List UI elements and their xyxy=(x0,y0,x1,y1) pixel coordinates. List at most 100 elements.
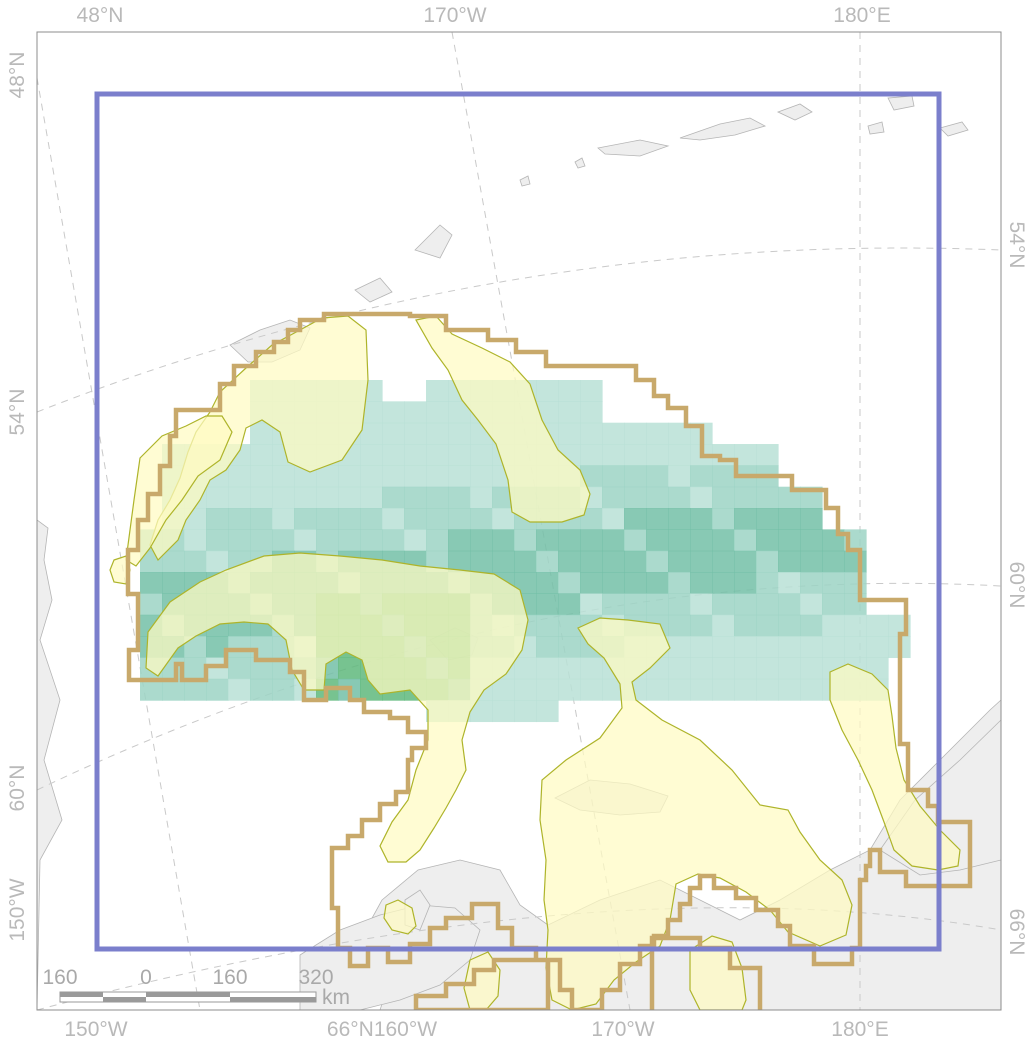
density-cell xyxy=(800,678,823,701)
density-cell xyxy=(580,508,603,530)
density-cell xyxy=(228,529,251,552)
density-cell xyxy=(316,465,339,488)
scale-tick-160-left: 160 xyxy=(42,966,77,989)
density-cell xyxy=(470,486,493,509)
left-label-48n: 48°N xyxy=(6,52,29,99)
density-cell xyxy=(646,508,669,530)
density-cell xyxy=(206,657,229,680)
density-cell xyxy=(382,401,405,424)
density-cell xyxy=(338,529,361,552)
density-cell xyxy=(536,678,559,701)
density-cell xyxy=(426,401,449,424)
alaska-mainland xyxy=(37,519,1001,1010)
map-frame xyxy=(36,31,1002,1011)
density-cell xyxy=(822,572,845,594)
scale-unit: km xyxy=(322,986,350,1009)
density-cell xyxy=(712,572,735,594)
density-cell xyxy=(602,444,625,466)
habitat-west-chukotka xyxy=(829,663,961,871)
density-cell xyxy=(360,508,383,530)
density-cell xyxy=(580,444,603,466)
density-cell xyxy=(712,465,735,488)
density-cell xyxy=(536,700,559,723)
density-cell xyxy=(558,593,581,616)
density-cell xyxy=(756,486,779,509)
density-cell xyxy=(624,593,647,616)
density-cell xyxy=(580,465,603,488)
density-cell xyxy=(800,593,823,616)
density-cell xyxy=(228,465,251,488)
density-cell xyxy=(822,636,845,659)
density-cell xyxy=(690,636,713,659)
density-cell xyxy=(558,636,581,659)
top-label-48n: 48°N xyxy=(77,4,124,27)
density-cell xyxy=(668,614,691,637)
aleutian-island-1 xyxy=(414,224,453,259)
density-cell xyxy=(558,380,581,402)
density-cell xyxy=(734,657,757,680)
density-cell xyxy=(712,678,735,701)
density-cell xyxy=(272,529,295,552)
density-cell xyxy=(558,572,581,594)
density-cell xyxy=(426,465,449,488)
density-cell xyxy=(624,529,647,552)
density-cell xyxy=(580,401,603,424)
density-cell xyxy=(668,508,691,530)
density-cell xyxy=(690,614,713,637)
density-cell xyxy=(712,550,735,573)
density-cell xyxy=(866,636,889,659)
density-cell xyxy=(536,614,559,637)
density-cell xyxy=(646,444,669,466)
density-cell xyxy=(228,486,251,509)
density-cell xyxy=(756,529,779,552)
density-cell xyxy=(712,508,735,530)
density-cell xyxy=(470,508,493,530)
density-cell xyxy=(448,465,471,488)
density-cell xyxy=(272,465,295,488)
density-cell xyxy=(514,678,537,701)
density-cell xyxy=(734,508,757,530)
density-cell xyxy=(514,550,537,573)
density-cell xyxy=(646,572,669,594)
density-cell xyxy=(250,636,273,659)
density-cell xyxy=(448,422,471,445)
density-cell xyxy=(778,678,801,701)
density-cell xyxy=(162,550,185,573)
density-cell xyxy=(844,636,867,659)
scale-tick-320: 320 xyxy=(298,966,333,989)
density-cell xyxy=(404,465,427,488)
density-cell xyxy=(800,550,823,573)
density-cell xyxy=(800,614,823,637)
density-cell xyxy=(382,486,405,509)
graticule-line xyxy=(37,77,201,1010)
density-cell xyxy=(206,529,229,552)
right-label-54n: 54°N xyxy=(1005,222,1028,269)
density-cell xyxy=(470,700,493,723)
aleutian-island-9 xyxy=(519,175,531,187)
density-cell xyxy=(690,529,713,552)
left-label-54n: 54°N xyxy=(6,389,29,436)
scale-segment-3-top xyxy=(146,992,230,997)
bottom-label-170w: 170°W xyxy=(591,1018,654,1041)
density-cell xyxy=(382,529,405,552)
density-cell xyxy=(140,572,163,594)
density-cell xyxy=(734,529,757,552)
density-cell xyxy=(800,508,823,530)
density-cell xyxy=(338,508,361,530)
density-cell xyxy=(646,678,669,701)
density-cell xyxy=(250,422,273,445)
density-cell xyxy=(272,678,295,701)
density-cell xyxy=(756,678,779,701)
density-cell xyxy=(756,550,779,573)
density-cell xyxy=(668,444,691,466)
density-cell xyxy=(580,572,603,594)
density-cell xyxy=(800,572,823,594)
density-cell xyxy=(734,444,757,466)
density-cell xyxy=(448,444,471,466)
density-cell xyxy=(338,486,361,509)
density-cell xyxy=(800,529,823,552)
study-area-outline xyxy=(125,311,973,1010)
density-cell xyxy=(602,529,625,552)
density-cell xyxy=(360,444,383,466)
density-cell xyxy=(536,550,559,573)
